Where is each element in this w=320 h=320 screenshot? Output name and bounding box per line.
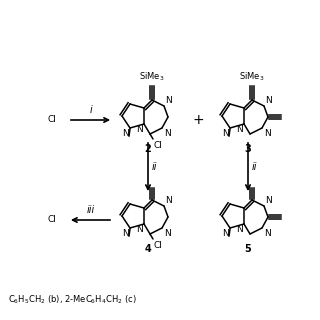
Text: Cl: Cl bbox=[47, 215, 56, 225]
Text: N: N bbox=[265, 96, 272, 105]
Text: Cl: Cl bbox=[154, 241, 163, 250]
Text: 3: 3 bbox=[244, 144, 252, 154]
Text: N: N bbox=[136, 225, 143, 234]
Text: SiMe$_3$: SiMe$_3$ bbox=[239, 70, 265, 83]
Text: 2: 2 bbox=[145, 144, 151, 154]
Text: N: N bbox=[165, 96, 172, 105]
Text: N: N bbox=[236, 125, 243, 134]
Text: N: N bbox=[222, 129, 229, 138]
Text: N: N bbox=[164, 129, 171, 138]
Text: Cl: Cl bbox=[47, 116, 56, 124]
Text: N: N bbox=[265, 196, 272, 205]
Text: Cl: Cl bbox=[154, 141, 163, 150]
Text: N: N bbox=[236, 225, 243, 234]
Text: i: i bbox=[90, 105, 92, 115]
Text: SiMe$_3$: SiMe$_3$ bbox=[139, 70, 165, 83]
Text: N: N bbox=[165, 196, 172, 205]
Text: ii: ii bbox=[252, 162, 258, 172]
Text: C$_6$H$_5$CH$_2$ (b), 2-MeC$_6$H$_4$CH$_2$ (c): C$_6$H$_5$CH$_2$ (b), 2-MeC$_6$H$_4$CH$_… bbox=[8, 293, 137, 306]
Text: N: N bbox=[136, 125, 143, 134]
Text: N: N bbox=[264, 229, 271, 238]
Text: 5: 5 bbox=[244, 244, 252, 254]
Text: +: + bbox=[192, 113, 204, 127]
Text: 4: 4 bbox=[145, 244, 151, 254]
Text: ii: ii bbox=[152, 162, 157, 172]
Text: N: N bbox=[264, 129, 271, 138]
Text: N: N bbox=[122, 129, 129, 138]
Text: N: N bbox=[222, 229, 229, 238]
Text: N: N bbox=[164, 229, 171, 238]
Text: N: N bbox=[122, 229, 129, 238]
Text: iii: iii bbox=[87, 205, 95, 215]
